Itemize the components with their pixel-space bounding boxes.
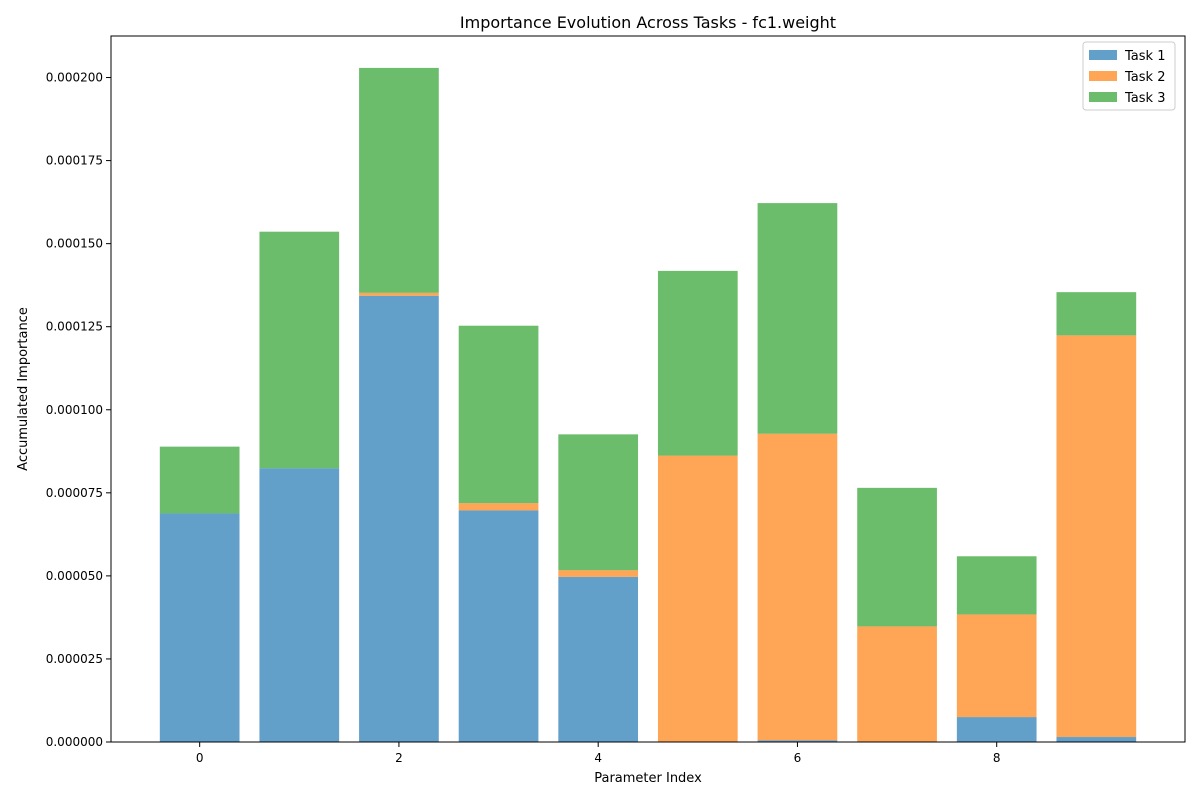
legend-swatch-task1 bbox=[1089, 50, 1117, 60]
bar-task2-param-8 bbox=[956, 614, 1037, 718]
y-axis-label: Accumulated Importance bbox=[16, 307, 31, 471]
bar-task3-param-0 bbox=[159, 446, 240, 514]
bar-task3-param-8 bbox=[956, 556, 1037, 615]
bar-task3-param-3 bbox=[458, 325, 539, 504]
bar-task2-param-4 bbox=[558, 570, 639, 577]
y-tick-label: 0.000050 bbox=[46, 569, 103, 583]
bar-task3-param-4 bbox=[558, 434, 639, 571]
bar-task1-param-6 bbox=[757, 740, 838, 742]
y-tick-label: 0.000025 bbox=[46, 652, 103, 666]
bar-task2-param-6 bbox=[757, 433, 838, 741]
legend-label-task1: Task 1 bbox=[1124, 49, 1165, 64]
chart-title: Importance Evolution Across Tasks - fc1.… bbox=[460, 13, 836, 32]
bar-task2-param-2 bbox=[359, 292, 439, 296]
y-tick-label: 0.000100 bbox=[46, 403, 103, 417]
y-tick-label: 0.000200 bbox=[46, 71, 103, 85]
bar-task3-param-7 bbox=[857, 487, 937, 627]
x-axis-label: Parameter Index bbox=[594, 771, 702, 786]
y-tick-label: 0.000000 bbox=[46, 735, 103, 749]
bar-task3-param-2 bbox=[359, 67, 439, 293]
bar-task2-param-7 bbox=[857, 626, 937, 742]
y-tick-label: 0.000150 bbox=[46, 237, 103, 251]
bar-task3-param-5 bbox=[657, 270, 738, 456]
x-tick-label: 8 bbox=[993, 751, 1001, 765]
bar-task1-param-2 bbox=[359, 295, 439, 742]
y-tick-label: 0.000075 bbox=[46, 486, 103, 500]
bar-task3-param-6 bbox=[757, 203, 838, 434]
legend-swatch-task2 bbox=[1089, 71, 1117, 81]
bar-task2-param-3 bbox=[458, 503, 539, 511]
bars-layer bbox=[159, 67, 1137, 742]
bar-task2-param-5 bbox=[657, 455, 738, 742]
legend-label-task2: Task 2 bbox=[1124, 70, 1165, 85]
bar-task1-param-1 bbox=[259, 468, 340, 742]
bar-task1-param-3 bbox=[458, 510, 539, 742]
y-tick-label: 0.000125 bbox=[46, 320, 103, 334]
x-tick-label: 6 bbox=[794, 751, 802, 765]
plot-frame bbox=[110, 35, 1186, 743]
legend-label-task3: Task 3 bbox=[1124, 91, 1165, 106]
axes-layer: 0 2 4 6 8 0.000000 0.000025 0.000050 0.000075 0.0… bbox=[46, 35, 1186, 765]
legend-swatch-task3 bbox=[1089, 92, 1117, 102]
bar-task2-param-9 bbox=[1056, 335, 1137, 738]
bar-task1-param-9 bbox=[1056, 737, 1137, 742]
bar-task3-param-1 bbox=[259, 231, 340, 469]
bar-task1-param-0 bbox=[159, 513, 240, 742]
bar-task1-param-8 bbox=[956, 717, 1037, 742]
x-tick-label: 4 bbox=[594, 751, 602, 765]
y-tick-label: 0.000175 bbox=[46, 154, 103, 168]
bar-task1-param-4 bbox=[558, 576, 639, 742]
x-tick-label: 2 bbox=[395, 751, 403, 765]
x-tick-label: 0 bbox=[196, 751, 204, 765]
bar-task3-param-9 bbox=[1056, 292, 1137, 336]
legend: Task 1 Task 2 Task 3 bbox=[1082, 41, 1176, 111]
